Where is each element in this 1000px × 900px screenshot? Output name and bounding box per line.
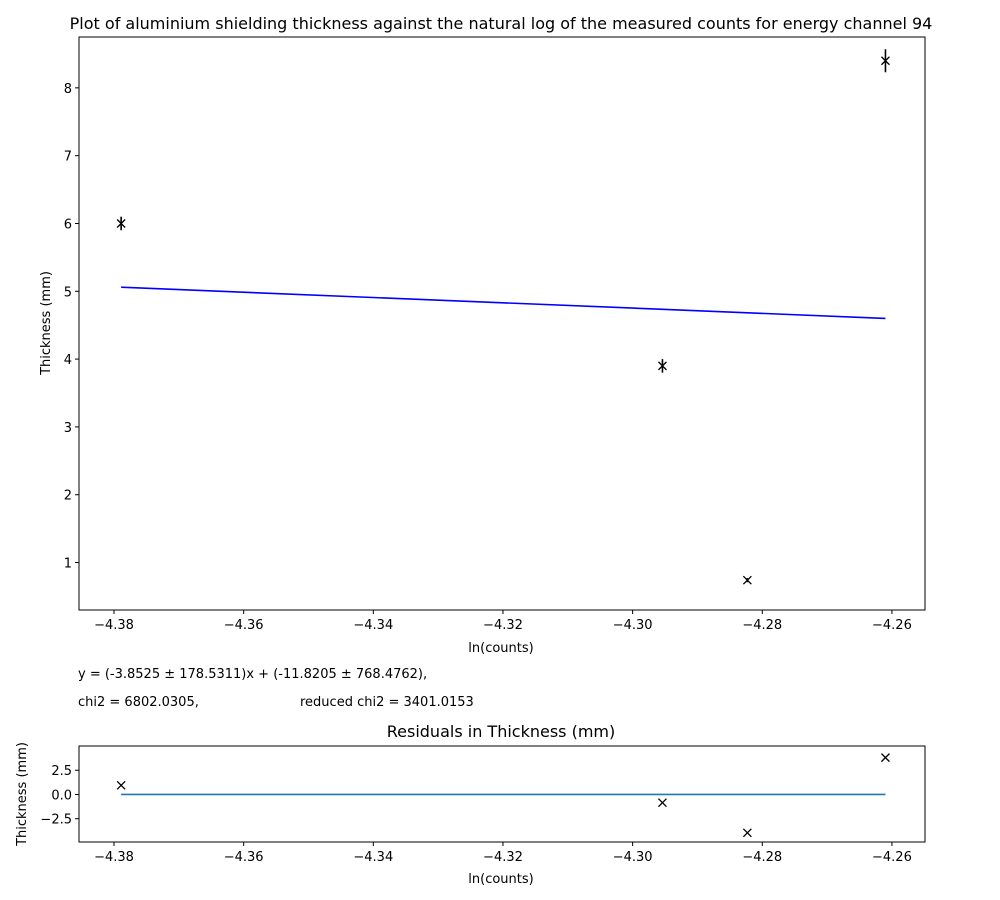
residuals-x-tick-label: −4.26	[872, 850, 912, 865]
residuals-y-tick-label: 0.0	[51, 788, 72, 803]
residuals-y-tick-label: −2.5	[40, 813, 72, 828]
residuals-y-tick-label: 2.5	[51, 764, 72, 779]
residuals-x-tick-label: −4.36	[224, 850, 264, 865]
fit-equation-annotation: y = (-3.8525 ± 178.5311)x + (-11.8205 ± …	[78, 667, 427, 682]
residuals-data-point	[880, 753, 890, 763]
reduced-chi2-annotation: reduced chi2 = 3401.0153	[300, 695, 474, 710]
main-x-tick-label: −4.28	[742, 618, 782, 633]
main-plot-marks	[116, 49, 890, 585]
main-fit-line	[121, 286, 886, 320]
residuals-x-axis-label: ln(counts)	[468, 872, 533, 887]
chi2-annotation: chi2 = 6802.0305,	[78, 695, 199, 710]
main-y-tick-label: 7	[64, 150, 72, 165]
main-x-tick-label: −4.26	[872, 618, 912, 633]
main-x-axis-ticks: −4.38 −4.36 −4.34 −4.32 −4.30 −4.28 −4.26	[94, 610, 912, 633]
residuals-data-point	[742, 828, 752, 838]
main-x-tick-label: −4.38	[94, 618, 134, 633]
residuals-plot: Residuals in Thickness (mm) −4.38 −4.36 −4…	[15, 722, 926, 887]
residuals-x-tick-label: −4.38	[94, 850, 134, 865]
main-y-tick-label: 1	[64, 557, 72, 572]
main-data-point	[880, 56, 890, 66]
main-data-point	[657, 361, 667, 371]
main-x-tick-label: −4.32	[483, 618, 523, 633]
residuals-x-tick-label: −4.34	[353, 850, 393, 865]
main-plot-frame	[78, 36, 926, 611]
main-plot: Plot of aluminium shielding thickness ag…	[39, 14, 932, 656]
main-x-tick-label: −4.34	[353, 618, 393, 633]
residuals-x-axis-ticks: −4.38 −4.36 −4.34 −4.32 −4.30 −4.28 −4.26	[94, 842, 912, 865]
residuals-x-tick-label: −4.32	[483, 850, 523, 865]
main-y-axis-ticks: 1 2 3 4 5 6 7 8	[64, 82, 79, 572]
residuals-y-axis-label: Thickness (mm)	[15, 742, 30, 847]
residuals-plot-marks	[116, 753, 890, 838]
main-data-point	[116, 219, 126, 228]
main-chart-title: Plot of aluminium shielding thickness ag…	[70, 14, 933, 33]
main-data-point	[742, 575, 752, 585]
main-y-tick-label: 5	[64, 285, 72, 300]
main-x-tick-label: −4.36	[224, 618, 264, 633]
main-y-axis-label: Thickness (mm)	[39, 271, 54, 376]
main-y-tick-label: 8	[64, 82, 72, 97]
main-y-tick-label: 6	[64, 217, 72, 232]
residuals-x-tick-label: −4.28	[742, 850, 782, 865]
main-x-tick-label: −4.30	[613, 618, 653, 633]
main-y-tick-label: 4	[64, 353, 72, 368]
residuals-data-point	[116, 780, 126, 790]
residuals-x-tick-label: −4.30	[613, 850, 653, 865]
main-y-tick-label: 3	[64, 421, 72, 436]
main-x-axis-label: ln(counts)	[468, 641, 533, 656]
main-y-tick-label: 2	[64, 489, 72, 504]
residuals-data-point	[657, 798, 667, 808]
residuals-y-axis-ticks: 2.5 0.0 −2.5	[40, 764, 79, 828]
residuals-chart-title: Residuals in Thickness (mm)	[387, 722, 615, 741]
